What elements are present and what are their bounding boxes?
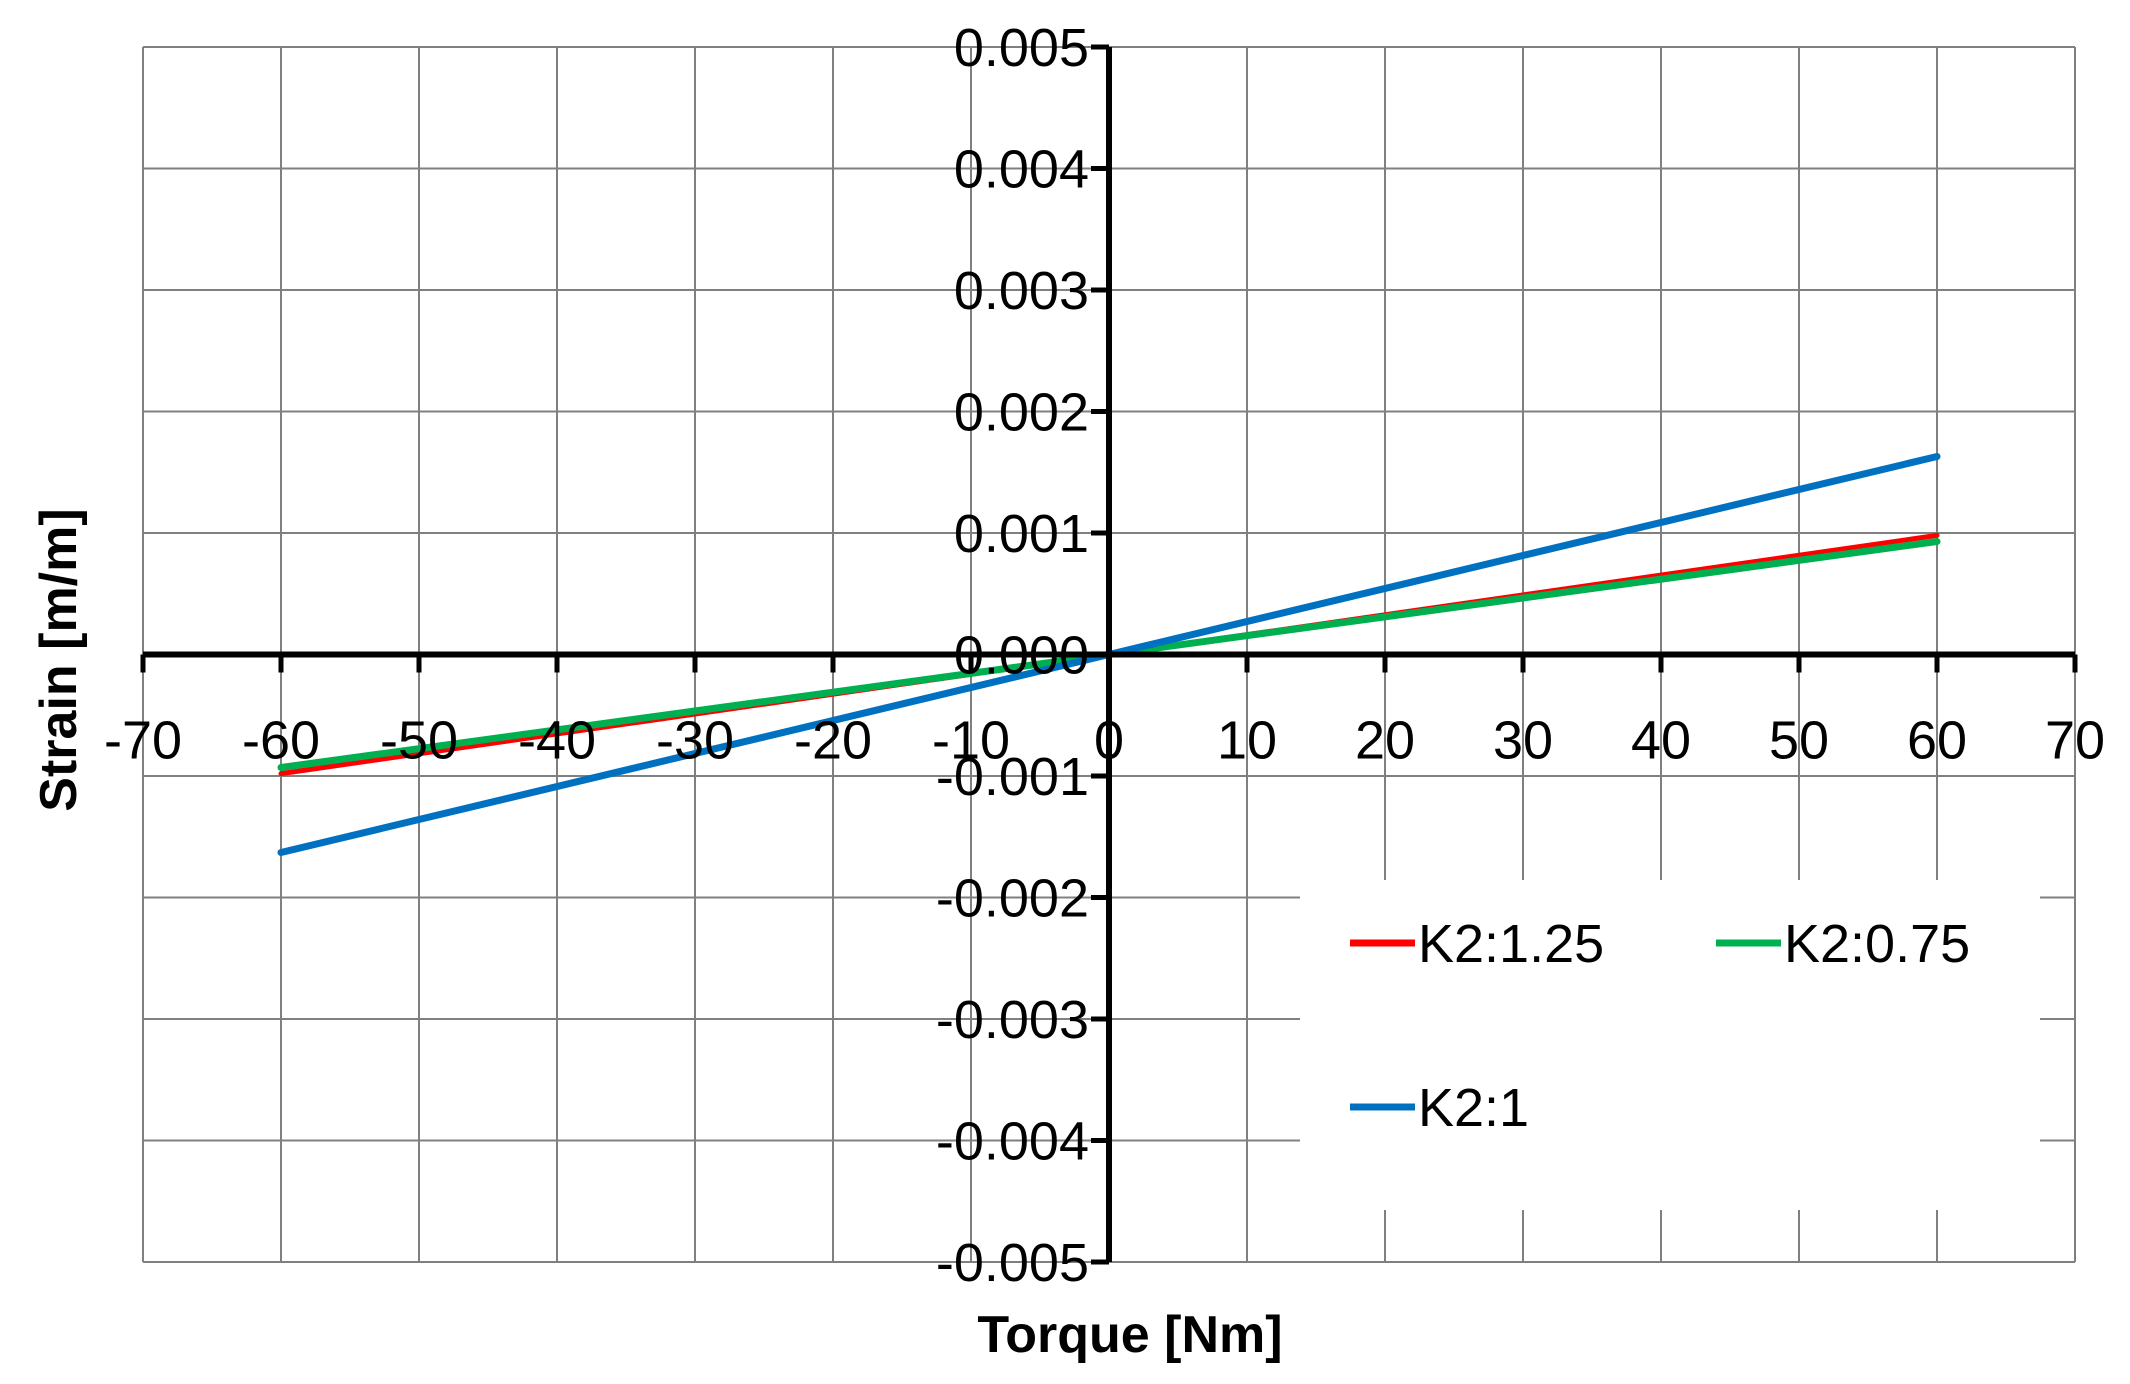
y-tick-label-7: -0.002 bbox=[936, 869, 1089, 929]
y-tick-label-9: -0.004 bbox=[936, 1112, 1089, 1172]
y-tick-label-8: -0.003 bbox=[936, 990, 1089, 1050]
legend: K2:1.25 K2:0.75 K2:1 bbox=[1300, 880, 2040, 1210]
legend-box bbox=[1300, 880, 2040, 1210]
y-tick-label-3: 0.002 bbox=[954, 383, 1089, 443]
legend-label-k2-1: K2:1 bbox=[1418, 1078, 1529, 1138]
y-tick-label-1: 0.004 bbox=[954, 140, 1089, 200]
y-axis-title: Strain [m/m] bbox=[30, 508, 88, 811]
y-tick-label-6: -0.001 bbox=[936, 747, 1089, 807]
x-tick-label-5: -20 bbox=[794, 711, 872, 771]
x-tick-label-0: -70 bbox=[104, 711, 182, 771]
x-tick-label-13: 60 bbox=[1907, 711, 1967, 771]
x-tick-label-6: -10 bbox=[932, 711, 1010, 771]
y-tick-label-4: 0.001 bbox=[954, 504, 1089, 564]
x-tick-label-3: -40 bbox=[518, 711, 596, 771]
x-tick-label-2: -50 bbox=[380, 711, 458, 771]
y-tick-label-5: 0.000 bbox=[954, 626, 1089, 686]
y-tick-label-10: -0.005 bbox=[936, 1233, 1089, 1293]
y-tick-label-2: 0.003 bbox=[954, 261, 1089, 321]
x-tick-label-8: 10 bbox=[1217, 711, 1277, 771]
x-tick-label-10: 30 bbox=[1493, 711, 1553, 771]
legend-label-k2-0-75: K2:0.75 bbox=[1784, 914, 1970, 974]
legend-label-k2-1-25: K2:1.25 bbox=[1418, 914, 1604, 974]
axes bbox=[140, 44, 2078, 1265]
x-tick-label-1: -60 bbox=[242, 711, 320, 771]
x-tick-label-9: 20 bbox=[1355, 711, 1415, 771]
x-tick-label-14: 70 bbox=[2045, 711, 2105, 771]
tick-labels: -70 -60 -50 -40 -30 -20 -10 0 10 20 30 40 50 60 70 0.00… bbox=[104, 18, 2105, 1293]
x-tick-label-4: -30 bbox=[656, 711, 734, 771]
x-axis-title: Torque [Nm] bbox=[977, 1306, 1282, 1364]
x-tick-label-12: 50 bbox=[1769, 711, 1829, 771]
y-tick-label-0: 0.005 bbox=[954, 18, 1089, 78]
x-tick-label-7: 0 bbox=[1094, 711, 1124, 771]
x-tick-label-11: 40 bbox=[1631, 711, 1691, 771]
